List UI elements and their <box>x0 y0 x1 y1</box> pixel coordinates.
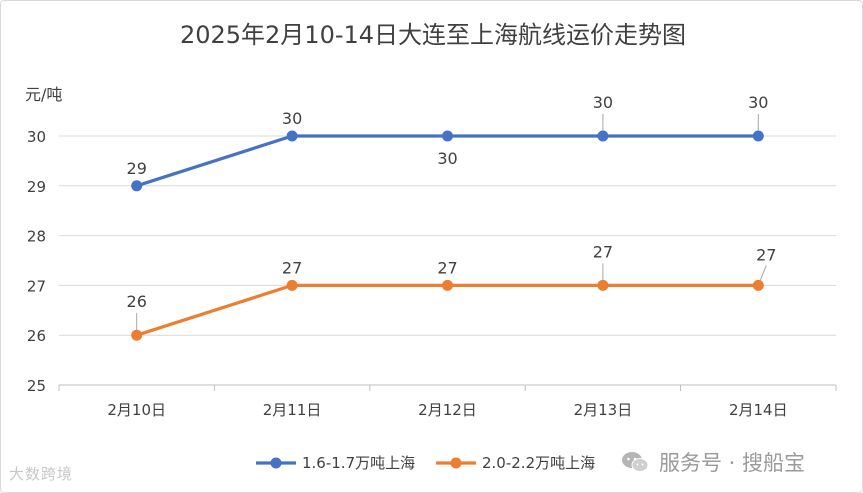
data-point-0-0 <box>131 180 143 192</box>
wechat-icon <box>621 451 649 473</box>
watermark-right: 服务号 · 搜船宝 <box>621 447 805 477</box>
legend-label-1: 2.0-2.2万吨上海 <box>482 454 595 472</box>
legend: 1.6-1.7万吨上海 2.0-2.2万吨上海 <box>256 454 595 472</box>
data-point-0-4 <box>752 130 764 142</box>
series-layer: 29 30 30 30 30 26 27 27 27 27 <box>127 93 776 341</box>
y-tick-label-2: 27 <box>27 277 46 295</box>
y-axis-unit-label: 元/吨 <box>25 85 62 104</box>
data-point-0-1 <box>286 130 298 142</box>
data-point-1-0 <box>131 329 143 341</box>
data-label-1-4: 27 <box>756 245 776 264</box>
x-tick-label-0: 2月10日 <box>107 401 166 419</box>
data-label-0-0: 29 <box>127 159 147 178</box>
x-axis-ticks: 2月10日 2月11日 2月12日 2月13日 2月14日 <box>58 385 837 419</box>
x-tick-label-2: 2月12日 <box>418 401 477 419</box>
data-point-0-3 <box>597 130 609 142</box>
y-axis-ticks: 25 26 27 28 29 30 <box>27 128 46 395</box>
series-0: 29 30 30 30 30 <box>127 93 768 192</box>
x-tick-label-1: 2月11日 <box>263 401 322 419</box>
y-tick-label-3: 28 <box>27 228 46 246</box>
data-label-1-3: 27 <box>593 242 613 261</box>
watermark-right-text: 服务号 · 搜船宝 <box>659 451 806 475</box>
data-point-0-2 <box>442 130 453 142</box>
data-label-0-2: 30 <box>437 149 457 168</box>
data-point-1-2 <box>442 279 453 291</box>
data-label-1-2: 27 <box>437 258 457 277</box>
data-point-1-4 <box>752 279 764 291</box>
series-1: 26 27 27 27 27 <box>127 242 776 341</box>
data-label-1-0: 26 <box>127 292 147 311</box>
data-label-0-3: 30 <box>593 93 613 112</box>
y-tick-label-0: 25 <box>27 377 46 395</box>
data-point-1-1 <box>286 279 298 291</box>
data-label-0-4: 30 <box>748 93 768 112</box>
data-point-1-3 <box>597 279 609 291</box>
y-tick-label-5: 30 <box>27 128 46 146</box>
watermark-left: 大数跨境 <box>9 465 74 483</box>
x-tick-label-3: 2月13日 <box>574 401 633 419</box>
x-tick-label-4: 2月14日 <box>729 401 788 419</box>
y-tick-label-4: 29 <box>27 178 46 196</box>
series-line-1 <box>135 283 760 337</box>
data-label-1-1: 27 <box>282 258 302 277</box>
y-tick-label-1: 26 <box>27 327 46 345</box>
legend-marker-0 <box>270 457 282 469</box>
leader-line-1-4 <box>759 265 767 281</box>
data-label-0-1: 30 <box>282 109 302 128</box>
legend-label-0: 1.6-1.7万吨上海 <box>302 454 415 472</box>
legend-marker-1 <box>450 457 462 469</box>
chart-title: 2025年2月10-14日大连至上海航线运价走势图 <box>180 21 686 49</box>
